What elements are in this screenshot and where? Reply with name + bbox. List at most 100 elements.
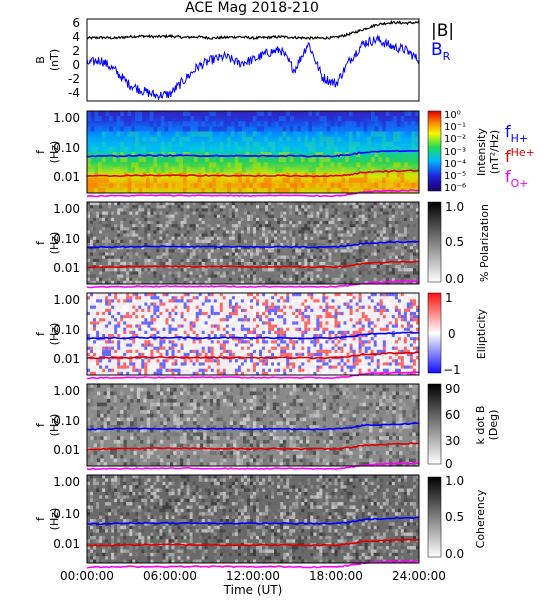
heatmap-cell: [243, 318, 247, 322]
heatmap-cell: [249, 387, 253, 392]
heatmap-cell: [379, 261, 383, 266]
heatmap-cell: [174, 296, 178, 300]
heatmap-cell: [400, 261, 404, 266]
heatmap-cell: [144, 217, 148, 221]
heatmap-cell: [382, 239, 386, 243]
heatmap-cell: [282, 384, 287, 388]
heatmap-cell: [382, 136, 386, 142]
heatmap-cell: [394, 368, 398, 372]
heatmap-cell: [349, 230, 353, 234]
heatmap-cell: [370, 230, 374, 234]
heatmap-cell: [364, 327, 368, 331]
heatmap-cell: [397, 343, 401, 347]
heatmap-cell: [219, 217, 223, 221]
heatmap-cell: [307, 305, 311, 309]
heatmap-cell: [358, 274, 362, 278]
heatmap-cell: [182, 121, 187, 127]
heatmap-cell: [230, 146, 235, 152]
heatmap-cell: [409, 315, 413, 319]
heatmap-cell: [183, 233, 187, 237]
heatmap-cell: [326, 462, 330, 466]
heatmap-cell: [159, 324, 163, 328]
heatmap-cell: [388, 217, 392, 221]
heatmap-cell: [174, 249, 178, 253]
heatmap-cell: [180, 421, 184, 425]
heatmap-cell: [277, 346, 281, 350]
heatmap-cell: [120, 141, 124, 147]
heatmap-cell: [385, 157, 390, 163]
heatmap-cell: [322, 402, 326, 407]
heatmap-cell: [160, 413, 164, 418]
heatmap-cell: [219, 157, 224, 163]
heatmap-cell: [337, 217, 341, 221]
legend-f-o: fO+: [505, 167, 529, 190]
heatmap-cell: [250, 233, 253, 237]
heatmap-cell: [117, 211, 121, 215]
heatmap-cell: [150, 239, 154, 243]
heatmap-cell: [135, 340, 139, 344]
heatmap-cell: [323, 136, 327, 142]
heatmap-cell: [219, 146, 224, 152]
heatmap-cell: [106, 413, 111, 418]
heatmap-cell: [147, 340, 151, 344]
heatmap-cell: [237, 340, 241, 344]
heatmap-cell: [276, 402, 280, 407]
heatmap-cell: [126, 280, 130, 284]
heatmap-cell: [241, 162, 246, 168]
heatmap-cell: [396, 172, 401, 178]
heatmap-cell: [238, 131, 242, 137]
heatmap-cell: [117, 243, 121, 247]
heatmap-cell: [156, 227, 160, 231]
heatmap-cell: [130, 387, 134, 392]
heatmap-cell: [199, 391, 204, 396]
heatmap-cell: [87, 214, 90, 218]
heatmap-cell: [253, 398, 257, 403]
heatmap-cell: [93, 352, 96, 357]
heatmap-cell: [397, 337, 401, 341]
heatmap-cell: [250, 359, 253, 363]
heatmap-cell: [280, 349, 284, 353]
heatmap-cell: [310, 315, 314, 319]
heatmap-cell: [268, 277, 272, 281]
heatmap-cell: [250, 268, 253, 272]
heatmap-cell: [116, 443, 121, 448]
heatmap-cell: [171, 243, 175, 247]
heatmap-cell: [282, 152, 287, 158]
heatmap-cell: [262, 321, 266, 325]
y-ticks: 1.00 0.10 0.01: [53, 111, 80, 184]
heatmap-cell: [210, 315, 214, 319]
heatmap-cell: [233, 462, 237, 466]
heatmap-cell: [238, 116, 242, 122]
heatmap-cell: [97, 402, 101, 407]
heatmap-cell: [352, 182, 357, 188]
heatmap-cell: [203, 451, 207, 455]
heatmap-cell: [256, 126, 261, 132]
heatmap-cell: [240, 274, 244, 278]
heatmap-cell: [129, 258, 133, 262]
heatmap-cell: [114, 296, 118, 300]
heatmap-cell: [201, 233, 205, 237]
heatmap-cell: [156, 249, 160, 253]
heatmap-cell: [183, 305, 187, 309]
heatmap-cell: [228, 349, 232, 353]
heatmap-cell: [194, 177, 198, 183]
heatmap-cell: [108, 224, 112, 228]
heatmap-cell: [174, 246, 178, 250]
heatmap-cell: [263, 425, 267, 429]
heatmap-cell: [403, 359, 407, 363]
heatmap-cell: [306, 387, 310, 392]
heatmap-cell: [306, 451, 310, 455]
heatmap-cell: [108, 308, 112, 312]
heatmap-cell: [413, 224, 416, 228]
heatmap-cell: [367, 252, 371, 256]
heatmap-cell: [385, 202, 389, 206]
heatmap-cell: [283, 243, 287, 247]
heatmap-cell: [180, 417, 184, 422]
heatmap-cell: [393, 116, 397, 122]
heatmap-cell: [168, 202, 172, 206]
heatmap-cell: [325, 230, 329, 234]
heatmap-cell: [298, 220, 302, 225]
heatmap-cell: [283, 362, 287, 366]
heatmap-cell: [349, 280, 353, 284]
heatmap-cell: [228, 252, 232, 256]
